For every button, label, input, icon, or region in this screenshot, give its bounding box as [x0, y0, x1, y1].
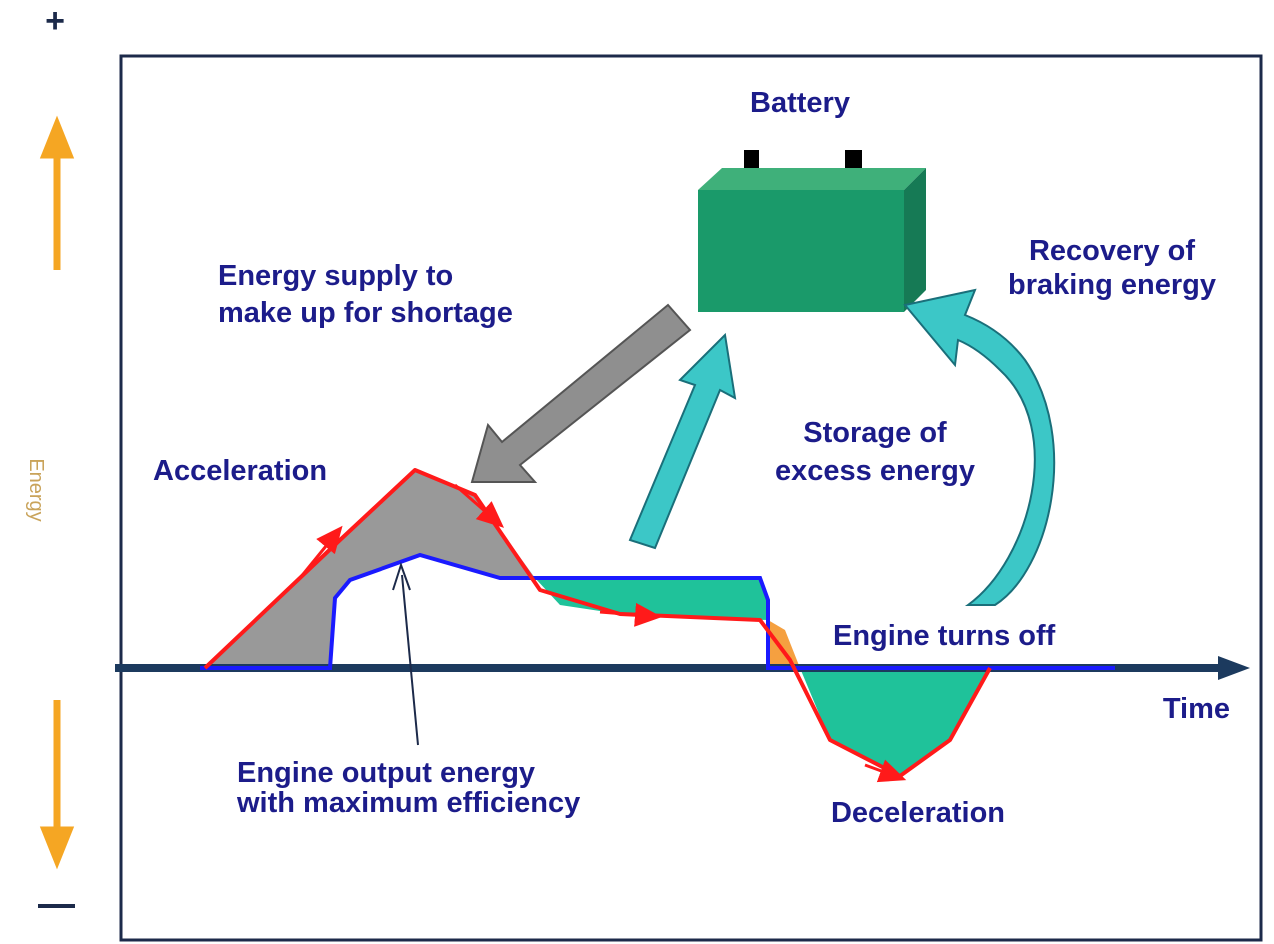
shortage-area: [205, 470, 535, 668]
engine-output-label: Engine output energy: [237, 757, 535, 789]
up-arrow: [39, 115, 75, 270]
battery-side: [904, 168, 926, 312]
storage-label: Storage of: [803, 417, 947, 449]
supply-label: Energy supply to: [218, 260, 453, 292]
battery-terminal: [845, 150, 862, 172]
orange-area: [768, 620, 800, 668]
frame: [119, 54, 1263, 942]
plus-sign: +: [45, 2, 65, 40]
recovery-label: braking energy: [1008, 269, 1216, 301]
time-arrowhead: [1218, 656, 1250, 680]
pointer-arrow: [392, 561, 419, 746]
red-arrow: [454, 483, 505, 528]
y-axis-label: Energy: [25, 458, 47, 521]
battery-top: [698, 168, 926, 190]
x-axis-label: Time: [1163, 693, 1230, 725]
engine-output-label: with maximum efficiency: [236, 787, 580, 819]
deceleration-label: Deceleration: [831, 797, 1005, 829]
demand-line: [203, 468, 992, 778]
battery-front: [698, 190, 904, 312]
battery-terminal: [744, 150, 759, 172]
recovery-arrow: [903, 288, 1056, 606]
supply-arrow: [470, 303, 692, 483]
acceleration-label: Acceleration: [153, 455, 327, 487]
storage-arrow: [628, 332, 737, 550]
recovery-label: Recovery of: [1029, 235, 1195, 267]
down-arrow: [39, 700, 75, 870]
supply-label: make up for shortage: [218, 297, 513, 329]
red-arrow: [864, 759, 907, 783]
battery-label: Battery: [750, 87, 850, 119]
engine-off-label: Engine turns off: [833, 620, 1056, 652]
red-arrow: [599, 602, 662, 627]
engine-output-line: [200, 552, 1115, 670]
red-arrow: [298, 525, 343, 579]
storage-label: excess energy: [775, 455, 975, 487]
excess-area: [535, 578, 768, 620]
